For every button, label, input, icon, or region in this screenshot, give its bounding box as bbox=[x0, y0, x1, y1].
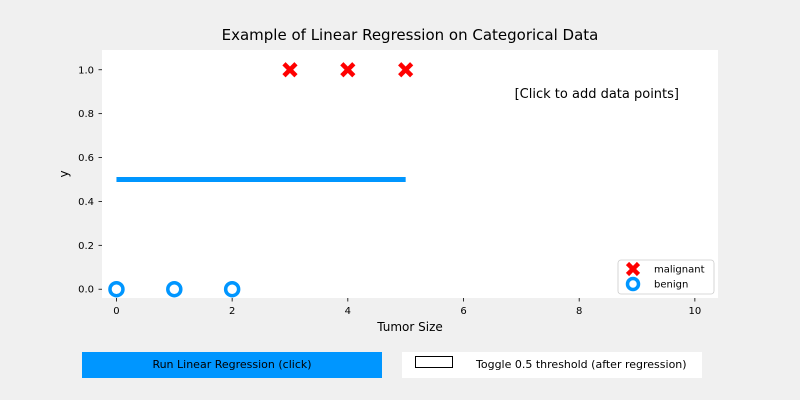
plot-area[interactable] bbox=[102, 50, 718, 298]
legend-label-benign: benign bbox=[654, 280, 688, 291]
x-tick-label: 6 bbox=[460, 306, 466, 317]
x-tick-label: 0 bbox=[113, 306, 119, 317]
legend-marker-malignant bbox=[625, 261, 641, 277]
benign-point bbox=[166, 280, 183, 298]
run-linear-regression-button[interactable]: Run Linear Regression (click) bbox=[82, 352, 382, 378]
benign-point bbox=[108, 280, 125, 298]
x-tick-label: 2 bbox=[229, 306, 235, 317]
y-tick-label: 0.0 bbox=[78, 285, 94, 296]
click-instruction-annotation: [Click to add data points] bbox=[515, 87, 679, 102]
x-axis-label: Tumor Size bbox=[376, 320, 443, 334]
malignant-point bbox=[398, 62, 414, 78]
x-tick-label: 8 bbox=[576, 306, 582, 317]
legend-marker-benign bbox=[625, 276, 641, 292]
y-axis-label: y bbox=[57, 170, 71, 177]
y-tick-label: 0.6 bbox=[78, 153, 94, 164]
threshold-checkbox[interactable] bbox=[415, 356, 453, 368]
y-tick-label: 0.2 bbox=[78, 241, 94, 252]
y-tick-label: 0.4 bbox=[78, 197, 94, 208]
y-tick-label: 0.8 bbox=[78, 109, 94, 120]
chart-title: Example of Linear Regression on Categori… bbox=[222, 26, 599, 44]
y-tick-label: 1.0 bbox=[78, 65, 94, 76]
legend-label-malignant: malignant bbox=[654, 265, 705, 276]
malignant-point bbox=[282, 62, 298, 78]
x-tick-label: 10 bbox=[688, 306, 701, 317]
threshold-toggle-label: Toggle 0.5 threshold (after regression) bbox=[476, 358, 687, 371]
x-tick-label: 4 bbox=[345, 306, 351, 317]
malignant-point bbox=[340, 62, 356, 78]
y-ticks: 0.0 0.2 0.4 0.6 0.8 1.0 bbox=[78, 65, 102, 296]
data-marks bbox=[108, 62, 414, 298]
legend: malignant benign bbox=[617, 259, 715, 295]
benign-point bbox=[223, 280, 241, 298]
x-ticks: 0 2 4 6 8 10 bbox=[113, 298, 701, 317]
threshold-toggle[interactable]: Toggle 0.5 threshold (after regression) bbox=[402, 352, 702, 378]
